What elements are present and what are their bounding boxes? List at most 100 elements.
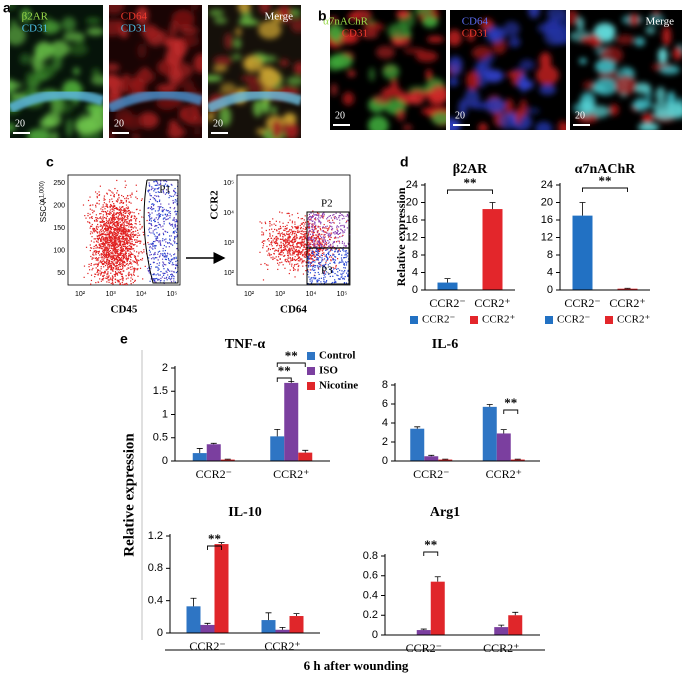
gated-dot [308, 266, 309, 267]
significance-label: ** [278, 363, 291, 378]
event-dot [84, 277, 85, 278]
event-dot [116, 243, 117, 244]
event-dot [288, 261, 289, 262]
event-dot [117, 244, 118, 245]
gated-dot [156, 196, 157, 197]
gated-dot [347, 275, 348, 276]
cell [168, 125, 184, 139]
gated-dot [157, 240, 158, 241]
event-dot [91, 216, 92, 217]
event-dot [129, 248, 130, 249]
gated-dot [154, 181, 155, 182]
event-dot [131, 241, 132, 242]
event-dot [109, 263, 110, 264]
gated-dot [162, 215, 163, 216]
event-dot [292, 252, 293, 253]
event-dot [118, 194, 119, 195]
y-tick-label: 4 [412, 266, 418, 278]
gated-dot [162, 211, 163, 212]
event-dot [116, 229, 117, 230]
event-dot [113, 235, 114, 236]
gated-dot [154, 253, 155, 254]
event-dot [294, 276, 295, 277]
gated-dot [164, 278, 165, 279]
gated-dot [174, 194, 175, 195]
gated-dot [343, 249, 344, 250]
legend-swatch [470, 316, 478, 324]
gated-dot [171, 235, 172, 236]
event-dot [332, 267, 333, 268]
gated-dot [163, 180, 164, 181]
event-dot [308, 233, 309, 234]
gated-dot [310, 244, 311, 245]
cell [426, 69, 432, 80]
legend-swatch [605, 316, 613, 324]
bar [431, 582, 445, 635]
cell [485, 26, 505, 43]
event-dot [291, 264, 292, 265]
gated-dot [151, 266, 152, 267]
event-dot [305, 244, 306, 245]
event-dot [111, 208, 112, 209]
gated-dot [308, 276, 309, 277]
event-dot [271, 244, 272, 245]
cell [368, 116, 389, 135]
event-dot [89, 196, 90, 197]
event-dot [103, 250, 104, 251]
event-dot [284, 230, 285, 231]
event-dot [104, 195, 105, 196]
gated-dot [321, 257, 322, 258]
cell [235, 28, 242, 36]
event-dot [300, 242, 301, 243]
gated-dot [158, 241, 159, 242]
event-dot [112, 193, 113, 194]
event-dot [318, 237, 319, 238]
event-dot [304, 219, 305, 220]
event-dot [118, 212, 119, 213]
event-dot [262, 242, 263, 243]
event-dot [276, 241, 277, 242]
event-dot [289, 243, 290, 244]
gated-dot [155, 192, 156, 193]
event-dot [100, 246, 101, 247]
event-dot [97, 229, 98, 230]
event-dot [298, 250, 299, 251]
event-dot [110, 266, 111, 267]
bar [270, 436, 284, 461]
bar [508, 615, 522, 635]
event-dot [108, 237, 109, 238]
event-dot [116, 192, 117, 193]
event-dot [146, 220, 147, 221]
event-dot [278, 264, 279, 265]
event-dot [131, 229, 132, 230]
event-dot [118, 264, 119, 265]
event-dot [100, 221, 101, 222]
gated-dot [310, 216, 311, 217]
gated-dot [165, 278, 166, 279]
flow-x-label: CD64 [280, 304, 307, 316]
event-dot [110, 269, 111, 270]
event-dot [127, 218, 128, 219]
event-dot [112, 211, 113, 212]
cell [194, 128, 201, 135]
x-tick-label: CCR2⁺ [264, 639, 300, 653]
event-dot [127, 240, 128, 241]
event-dot [313, 264, 314, 265]
event-dot [137, 242, 138, 243]
gated-dot [341, 274, 342, 275]
gated-dot [163, 234, 164, 235]
legend-swatch [307, 382, 315, 390]
gated-dot [150, 243, 151, 244]
event-dot [117, 255, 118, 256]
gated-dot [347, 271, 348, 272]
y-tick-label: 8 [382, 379, 388, 391]
event-dot [97, 193, 98, 194]
gated-dot [312, 258, 313, 259]
gated-dot [147, 268, 148, 269]
gated-dot [336, 269, 337, 270]
event-dot [292, 259, 293, 260]
event-dot [95, 282, 96, 283]
event-dot [277, 263, 278, 264]
flow-x-tick: 10³ [106, 291, 117, 298]
event-dot [305, 247, 306, 248]
